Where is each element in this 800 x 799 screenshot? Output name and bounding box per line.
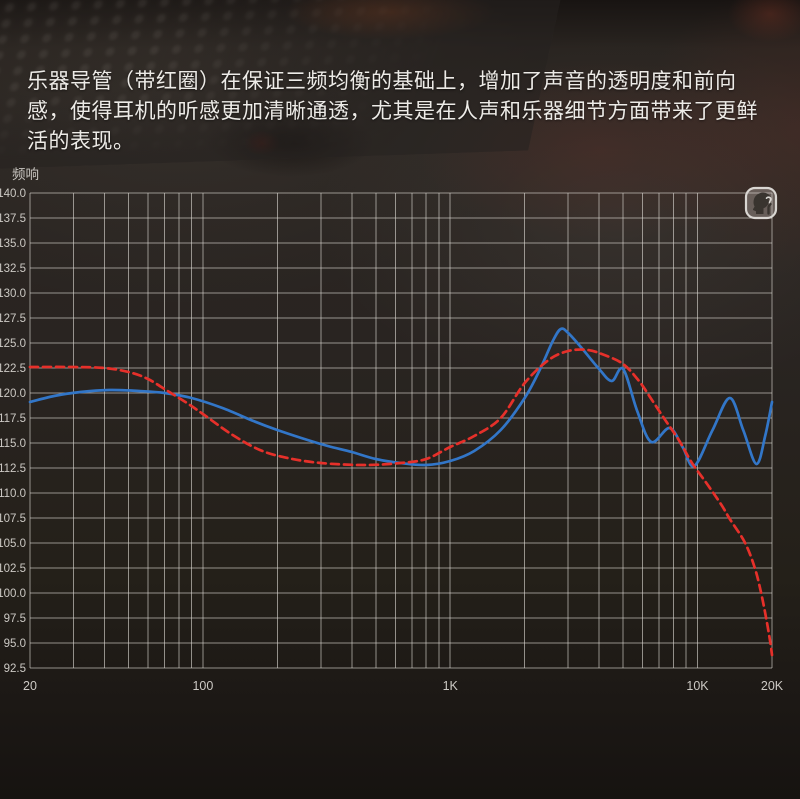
y-axis-label: 97.5	[4, 613, 26, 625]
y-axis-label: 92.5	[4, 663, 26, 675]
measurement-head-icon	[744, 186, 778, 220]
y-axis-label: 102.5	[0, 563, 26, 575]
x-axis-label: 100	[192, 679, 213, 693]
y-axis-label: 137.5	[0, 213, 26, 225]
product-description: 乐器导管（带红圈）在保证三频均衡的基础上，增加了声音的透明度和前向感，使得耳机的…	[27, 70, 758, 153]
chart-title: 频响	[12, 167, 39, 182]
y-axis-label: 117.5	[0, 413, 26, 425]
x-axis-label: 20K	[761, 679, 784, 693]
x-axis-label: 10K	[686, 679, 709, 693]
y-axis-label: 125.0	[0, 338, 26, 350]
y-axis-label: 130.0	[0, 288, 26, 300]
curve-blue-solid	[28, 327, 774, 468]
y-axis-label: 112.5	[0, 463, 26, 475]
curve-red-dashed	[28, 348, 774, 657]
y-axis-label: 100.0	[0, 588, 26, 600]
y-axis-label: 105.0	[0, 538, 26, 550]
x-axis-label: 20	[23, 679, 37, 693]
y-axis-label: 110.0	[0, 488, 26, 500]
x-axis-label: 1K	[443, 679, 459, 693]
y-axis-label: 127.5	[0, 313, 26, 325]
y-axis-label: 95.0	[4, 638, 26, 650]
y-axis-label: 115.0	[0, 438, 26, 450]
hand-mark	[767, 202, 772, 215]
ear-canal-mark	[765, 196, 772, 204]
y-axis-label: 140.0	[0, 188, 26, 200]
frequency-response-chart: 频响 92.5 95.0 97.5 100.0 102.5 105.0 107.5 110.0 1…	[0, 160, 800, 705]
y-axis-label: 120.0	[0, 388, 26, 400]
frequency-response-plot: 频响 92.5 95.0 97.5 100.0 102.5 105.0 107.5 110.0 1…	[0, 167, 784, 693]
y-axis-label: 107.5	[0, 513, 26, 525]
y-axis-label: 135.0	[0, 238, 26, 250]
y-axis-label: 122.5	[0, 363, 26, 375]
y-axis-label: 132.5	[0, 263, 26, 275]
